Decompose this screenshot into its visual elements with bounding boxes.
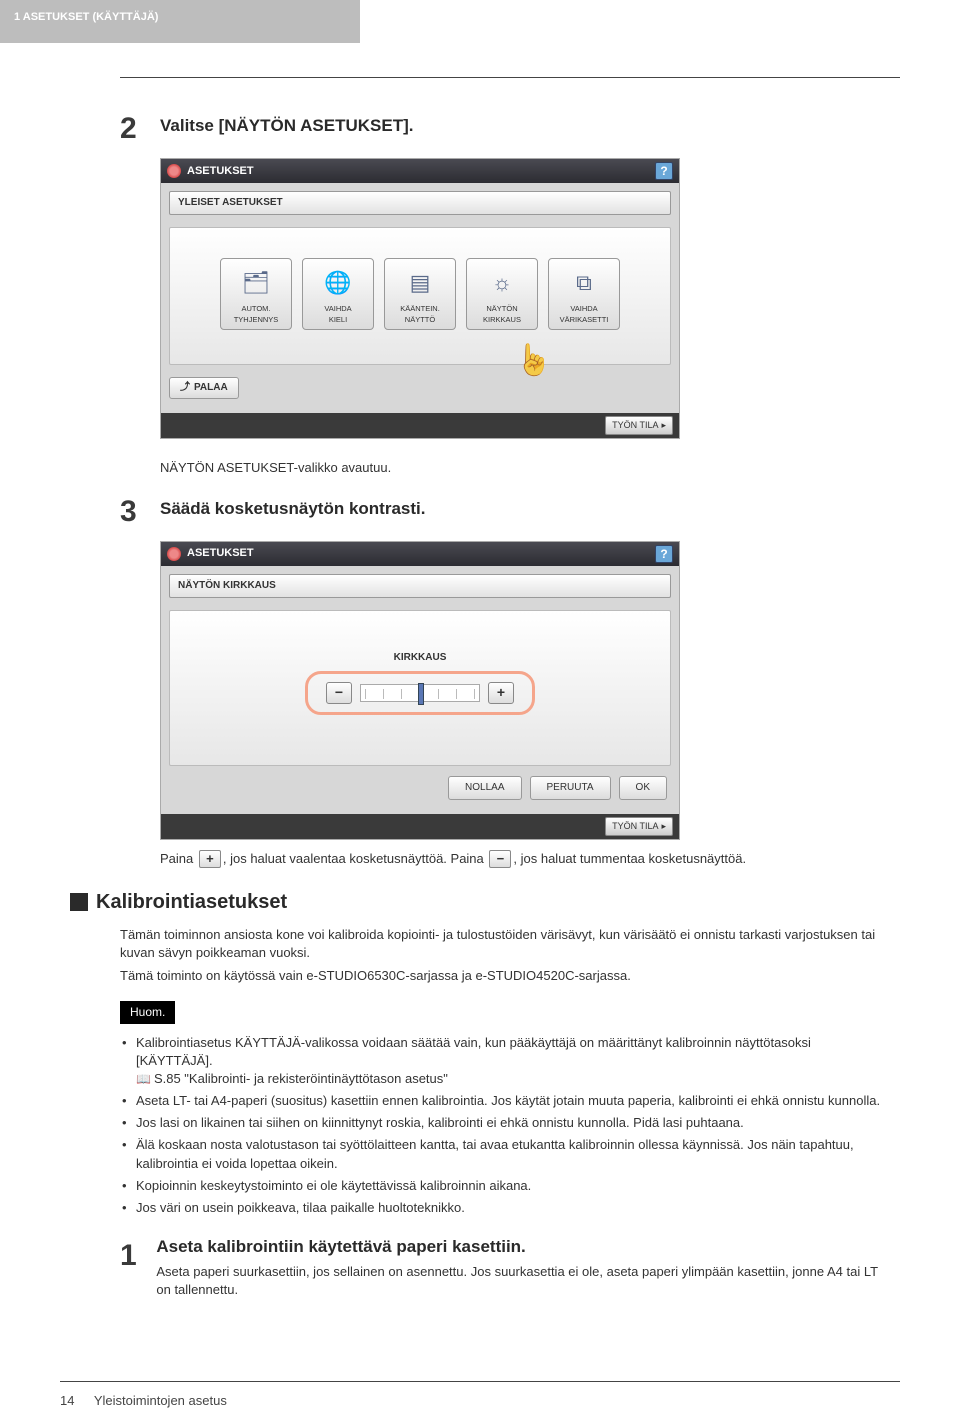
- back-button[interactable]: ⤴ PALAA: [169, 377, 239, 399]
- step-number: 3: [120, 491, 160, 533]
- square-bullet-icon: [70, 893, 88, 911]
- page-header: 1 ASETUKSET (KÄYTTÄJÄ): [0, 0, 360, 43]
- footer-divider: [60, 1381, 900, 1382]
- list-item: Jos väri on usein poikkeava, tilaa paika…: [120, 1199, 890, 1217]
- intro-paragraph-2: Tämä toiminto on käytössä vain e-STUDIO6…: [120, 967, 890, 985]
- globe-icon: 🌐: [324, 268, 351, 299]
- job-status-button[interactable]: TYÖN TILA ▸: [605, 817, 673, 836]
- section-label: YLEISET ASETUKSET: [169, 191, 671, 215]
- note-badge: Huom.: [120, 1001, 175, 1024]
- window-titlebar: ASETUKSET ?: [161, 542, 679, 566]
- toner-icon: ⧉: [576, 268, 592, 299]
- reset-button[interactable]: NOLLAA: [448, 776, 521, 800]
- help-icon[interactable]: ?: [655, 162, 673, 180]
- layout-icon: ▤: [410, 268, 431, 299]
- chevron-right-icon: ▸: [661, 820, 666, 833]
- note-list: Kalibrointiasetus KÄYTTÄJÄ-valikossa voi…: [120, 1034, 890, 1218]
- slider-label: KIRKKAUS: [230, 651, 610, 665]
- page-footer: 14 Yleistoimintojen asetus: [60, 1392, 227, 1410]
- step-title: Säädä kosketusnäytön kontrasti.: [160, 491, 425, 521]
- job-status-button[interactable]: TYÖN TILA ▸: [605, 416, 673, 435]
- chevron-right-icon: ▸: [661, 419, 666, 432]
- step-2: 2 Valitse [NÄYTÖN ASETUKSET].: [120, 108, 890, 150]
- window-title: ASETUKSET: [187, 546, 254, 561]
- slider-thumb[interactable]: [418, 683, 424, 705]
- step-title: Valitse [NÄYTÖN ASETUKSET].: [160, 108, 413, 138]
- plus-icon: +: [199, 850, 221, 868]
- btn-nayton-kirkkaus[interactable]: ☼ NÄYTÖN KIRKKAUS: [466, 258, 538, 330]
- intro-paragraph: Tämän toiminnon ansiosta kone voi kalibr…: [120, 926, 890, 962]
- brightness-icon: ☼: [492, 268, 512, 299]
- book-icon: 📖: [136, 1071, 151, 1088]
- back-arrow-icon: ⤴: [180, 381, 190, 395]
- app-icon: [167, 164, 181, 178]
- step-1-kalibrointi: 1 Aseta kalibrointiin käytettävä paperi …: [120, 1235, 890, 1303]
- step-sub: NÄYTÖN ASETUKSET-valikko avautuu.: [160, 449, 391, 477]
- btn-vaihda-varikasetti[interactable]: ⧉ VAIHDA VÄRIKASETTI: [548, 258, 620, 330]
- window-title: ASETUKSET: [187, 164, 254, 179]
- btn-vaihda-kieli[interactable]: 🌐 VAIHDA KIELI: [302, 258, 374, 330]
- section-label: NÄYTÖN KIRKKAUS: [169, 574, 671, 598]
- brightness-slider-highlight: − +: [305, 671, 535, 715]
- btn-autom-tyhjennys[interactable]: 🗂 AUTOM. TYHJENNYS: [220, 258, 292, 330]
- plus-button[interactable]: +: [488, 682, 514, 704]
- step-sub: Aseta paperi suurkasettiin, jos sellaine…: [156, 1263, 890, 1299]
- list-item: Kalibrointiasetus KÄYTTÄJÄ-valikossa voi…: [120, 1034, 890, 1089]
- window-titlebar: ASETUKSET ?: [161, 159, 679, 183]
- btn-kaantein-naytto[interactable]: ▤ KÄÄNTEIN. NÄYTTÖ: [384, 258, 456, 330]
- step-number: 1: [120, 1235, 156, 1277]
- list-item: Aseta LT- tai A4-paperi (suositus) kaset…: [120, 1092, 890, 1110]
- list-item: Älä koskaan nosta valotustason tai syött…: [120, 1136, 890, 1172]
- app-icon: [167, 547, 181, 561]
- ok-button[interactable]: OK: [619, 776, 667, 800]
- slider-track[interactable]: [360, 684, 480, 702]
- list-item: Kopioinnin keskeytystoiminto ei ole käyt…: [120, 1177, 890, 1195]
- minus-icon: −: [489, 850, 511, 868]
- paina-instruction: Paina +, jos haluat vaalentaa kosketusnä…: [160, 850, 890, 869]
- screenshot-kirkkaus: ASETUKSET ? NÄYTÖN KIRKKAUS KIRKKAUS − +: [160, 541, 680, 840]
- step-3: 3 Säädä kosketusnäytön kontrasti.: [120, 491, 890, 533]
- icon-grid: 🗂 AUTOM. TYHJENNYS 🌐 VAIHDA KIELI ▤ KÄÄN…: [169, 227, 671, 365]
- step-number: 2: [120, 108, 160, 150]
- step-title: Aseta kalibrointiin käytettävä paperi ka…: [156, 1235, 890, 1259]
- calendar-icon: 🗂: [242, 268, 270, 299]
- section-heading-kalibrointi: Kalibrointiasetukset: [70, 888, 890, 916]
- minus-button[interactable]: −: [326, 682, 352, 704]
- pointer-hand-icon: ☝: [515, 340, 552, 382]
- list-item: Jos lasi on likainen tai siihen on kiinn…: [120, 1114, 890, 1132]
- help-icon[interactable]: ?: [655, 545, 673, 563]
- step-2-result: . NÄYTÖN ASETUKSET-valikko avautuu.: [120, 449, 890, 491]
- cancel-button[interactable]: PERUUTA: [530, 776, 611, 800]
- screenshot-asetukset-icons: ASETUKSET ? YLEISET ASETUKSET 🗂 AUTOM. T…: [160, 158, 680, 439]
